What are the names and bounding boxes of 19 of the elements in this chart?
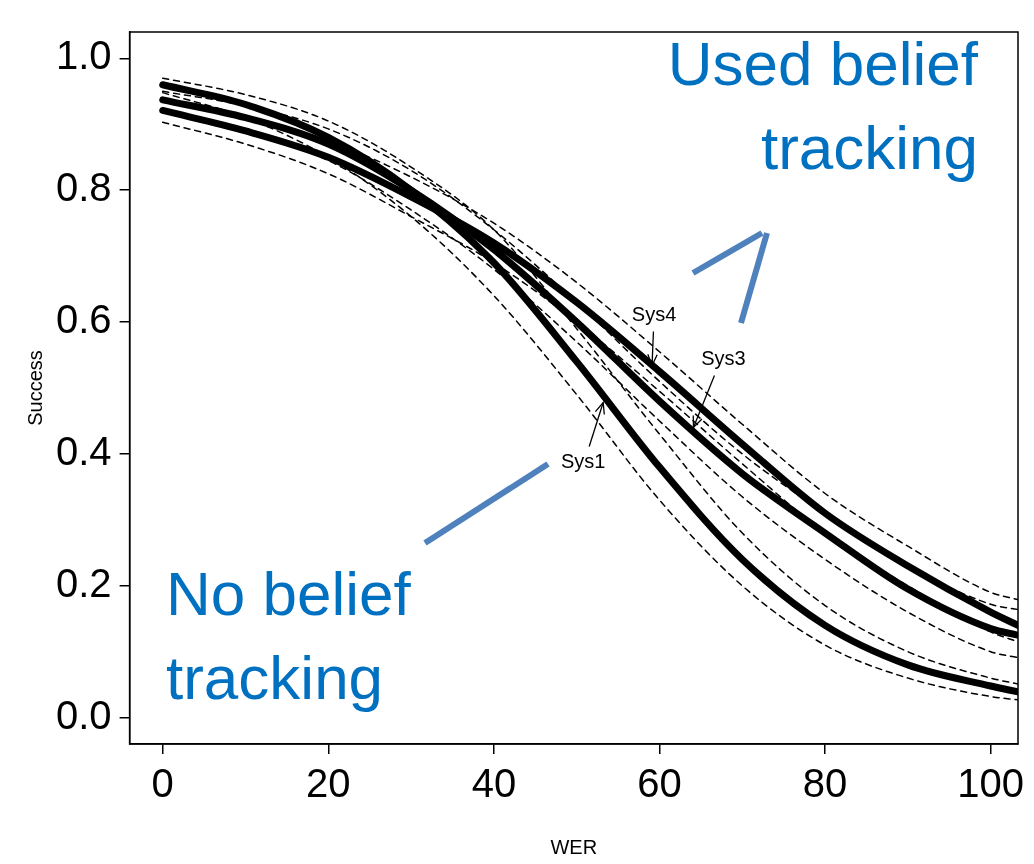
x-tick-label: 80: [802, 761, 848, 806]
annotation: Used belief tracking: [666, 28, 978, 184]
y-tick-label: 0.2: [56, 560, 112, 605]
annotation: Sys3: [701, 347, 746, 370]
x-tick-label: 0: [151, 761, 174, 806]
x-tick-label: 40: [471, 761, 517, 806]
annotation: No belief tracking: [166, 558, 412, 714]
x-tick-label: 100: [957, 761, 1025, 806]
x-tick-label: 60: [637, 761, 682, 806]
y-tick-label: 0.8: [56, 165, 112, 210]
x-tick-label: 20: [306, 761, 351, 806]
y-axis-title: Success: [23, 350, 46, 426]
y-tick-label: 0.0: [56, 692, 112, 737]
y-tick-label: 1.0: [56, 33, 112, 78]
annotation: Sys4: [631, 303, 677, 326]
y-tick-label: 0.6: [56, 297, 112, 342]
annotation: Sys1: [560, 450, 606, 473]
x-axis-title: WER: [550, 835, 598, 858]
y-tick-label: 0.4: [56, 428, 112, 473]
